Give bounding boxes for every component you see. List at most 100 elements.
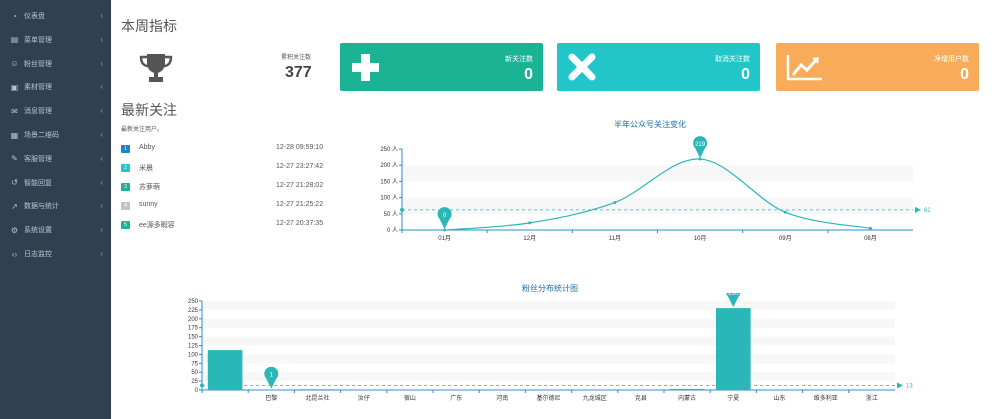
grid-band [402,213,913,230]
y-tick-label: 25 [191,379,198,385]
x-tick-label: 巴黎 [265,394,277,402]
y-tick-label: 250 人 [380,146,398,153]
y-tick-label: 250 [188,299,199,305]
x-tick-label: 11月 [609,235,621,242]
x-tick-label: 内蒙古 [678,394,696,402]
sidebar-item-label: 智能回复 [24,179,52,187]
sidebar-item-8[interactable]: ↗ 数据与统计 ‹ [0,195,111,217]
row-index-badge: 2 [121,164,130,172]
trophy-icon [139,54,173,82]
follow-time: 12-27 21:25:22 [276,201,324,208]
grid-band [202,309,895,319]
y-tick-label: 150 [188,335,199,341]
x-tick-label: 宁夏 [727,394,739,402]
row-index-badge: 4 [121,202,130,210]
follower-name: sunny [139,201,158,208]
stat-card-0: 新关注数 0 [340,43,543,91]
chevron-left-icon: ‹ [100,153,103,163]
weekly-title: 本周指标 [121,18,177,34]
chevron-left-icon: ‹ [100,34,103,44]
total-followers-value: 377 [285,64,312,81]
grid-band [202,363,895,373]
y-tick-label: 150 人 [380,178,398,185]
follower-name: 米晨 [139,165,153,172]
grid-band [202,336,895,346]
follower-row[interactable]: 5 ee源多暇容 12-27 20:37:35 [121,219,341,231]
sidebar-item-6[interactable]: ✎ 客服管理 ‹ [0,148,111,170]
x-tick-label: 维多利亚 [814,394,838,402]
chevron-left-icon: ‹ [100,130,103,139]
latest-subtitle: 最新关注用户。 [121,127,164,133]
grid-band [202,381,895,390]
sidebar-item-4[interactable]: ✉ 消息管理 ‹ [0,100,111,122]
stat-card-value: 0 [524,66,533,83]
reply-icon: ↺ [11,178,18,188]
average-arrow [915,206,921,213]
y-tick-label: 0 人 [387,227,398,234]
stat-card-1: 取消关注数 0 [557,43,760,91]
data-point [613,200,617,204]
sidebar-item-0[interactable]: ◔ 仪表盘 ‹ [0,5,111,27]
max-marker-label: 219 [695,142,706,148]
sidebar-item-1[interactable]: ▤ 菜单管理 ‹ [0,29,111,51]
sidebar-item-label: 系统设置 [24,227,52,235]
latest-title: 最新关注 [121,102,177,118]
sidebar-item-10[interactable]: ‹› 日志监控 ‹ [0,243,111,265]
sidebar-item-label: 客服管理 [24,155,52,163]
y-tick-label: 200 [188,317,199,323]
sidebar-item-label: 日志监控 [24,251,52,258]
stat-card-2: 净增用户数 0 [776,43,979,91]
trend-icon [786,55,822,81]
sidebar-item-5[interactable]: ▦ 场景二维码 ‹ [0,124,111,146]
grid-band [402,149,913,166]
follower-row[interactable]: 4 sunny 12-27 21:25:22 [121,200,341,212]
x-tick-label: 汝仔 [358,394,370,402]
chevron-left-icon: ‹ [100,225,103,235]
row-index-badge: 3 [121,183,130,191]
min-marker: 0 [437,207,452,229]
x-tick-label: 九龙城区 [583,394,607,402]
y-tick-label: 50 [191,370,198,376]
chat-icon: ✎ [11,154,18,164]
main-content: 本周指标 累积关注数 377 新关注数 0 取消关注数 0 净增用户数 0 最新关注 最新… [111,0,994,419]
data-point [528,221,532,225]
follower-row[interactable]: 2 米晨 12-27 23:27:42 [121,162,341,174]
sidebar-item-label: 粉丝管理 [24,60,52,68]
row-index-badge: 5 [121,221,130,229]
x-tick-label: 北昆兰社 [305,394,329,402]
message-icon: ✉ [11,106,18,116]
close-icon [568,53,596,81]
x-tick-label: 广东 [450,394,462,402]
y-tick-label: 50 人 [384,211,398,218]
y-tick-label: 75 [191,361,198,367]
follow-time: 12-28 09:59:10 [276,144,324,151]
min-marker: 1 [264,366,279,389]
sidebar-item-2[interactable]: ☺ 粉丝管理 ‹ [0,53,111,75]
bar [300,389,335,390]
data-point [443,228,447,232]
series-line [444,158,871,231]
grid-band [202,372,895,382]
total-followers-label: 累积关注数 [281,55,312,61]
chevron-left-icon: ‹ [100,58,103,68]
bar [715,308,751,390]
average-arrow [897,382,903,389]
stat-card-label: 取消关注数 [715,56,750,63]
sidebar-item-7[interactable]: ↺ 智能回复 ‹ [0,172,111,194]
average-start-dot [200,383,204,388]
follower-row[interactable]: 1 Abby 12-28 09:59:10 [121,143,341,155]
line-chart-title: 半年公众号关注变化 [614,120,686,129]
sidebar-item-3[interactable]: ▣ 素材管理 ‹ [0,76,111,98]
x-tick-label: 01月 [438,235,451,242]
bar [669,388,705,390]
follower-name: Abby [139,144,155,151]
chevron-left-icon: ‹ [100,201,103,211]
sidebar-item-label: 菜单管理 [24,36,52,44]
data-point [783,210,787,214]
max-marker: 219 [693,136,708,159]
sidebar-item-9[interactable]: ⚙ 系统设置 ‹ [0,219,111,241]
menu-icon: ▤ [10,35,19,45]
follower-row[interactable]: 3 苏萝萌 12-27 21:28:02 [121,181,341,193]
stat-card-label: 净增用户数 [934,56,969,63]
dashboard-icon: ◔ [12,11,17,21]
